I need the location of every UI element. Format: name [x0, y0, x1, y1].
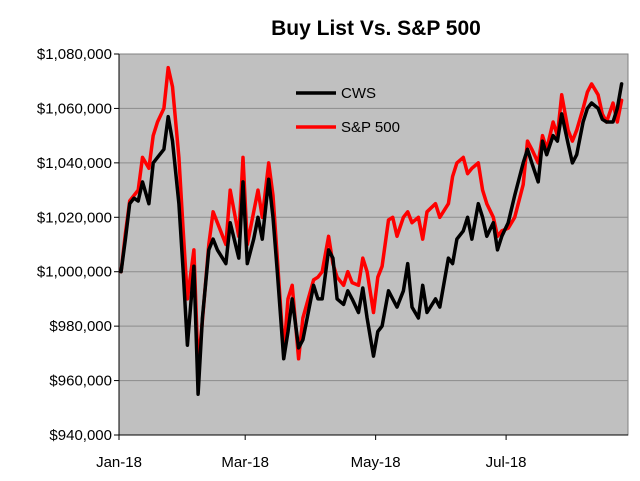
y-tick-label: $940,000: [49, 427, 112, 444]
chart-title: Buy List Vs. S&P 500: [271, 17, 481, 40]
y-tick-label: $980,000: [49, 318, 112, 335]
y-tick-label: $1,080,000: [37, 46, 112, 63]
x-axis-ticks: Jan-18 Mar-18 May-18 Jul-18: [96, 54, 628, 471]
plot-area: [118, 53, 629, 436]
series-group: [119, 65, 624, 396]
y-tick-label: $960,000: [49, 373, 112, 390]
y-tick-label: $1,020,000: [37, 209, 112, 226]
x-tick-label: May-18: [351, 454, 401, 471]
legend: CWS S&P 500: [296, 85, 400, 136]
legend-label-s-p-500: S&P 500: [341, 119, 400, 136]
x-tick-label: Jan-18: [96, 454, 142, 471]
series-line-cws: [119, 82, 624, 396]
legend-label-cws: CWS: [341, 85, 376, 102]
gridlines: [119, 107, 628, 382]
y-axis-ticks: $940,000 $960,000 $980,000 $1,000,000 $1,020…: [37, 46, 119, 444]
y-tick-label: $1,000,000: [37, 264, 112, 281]
y-tick-label: $1,040,000: [37, 155, 112, 172]
y-tick-label: $1,060,000: [37, 100, 112, 117]
x-tick-label: Mar-18: [221, 454, 269, 471]
x-tick-label: Jul-18: [486, 454, 527, 471]
